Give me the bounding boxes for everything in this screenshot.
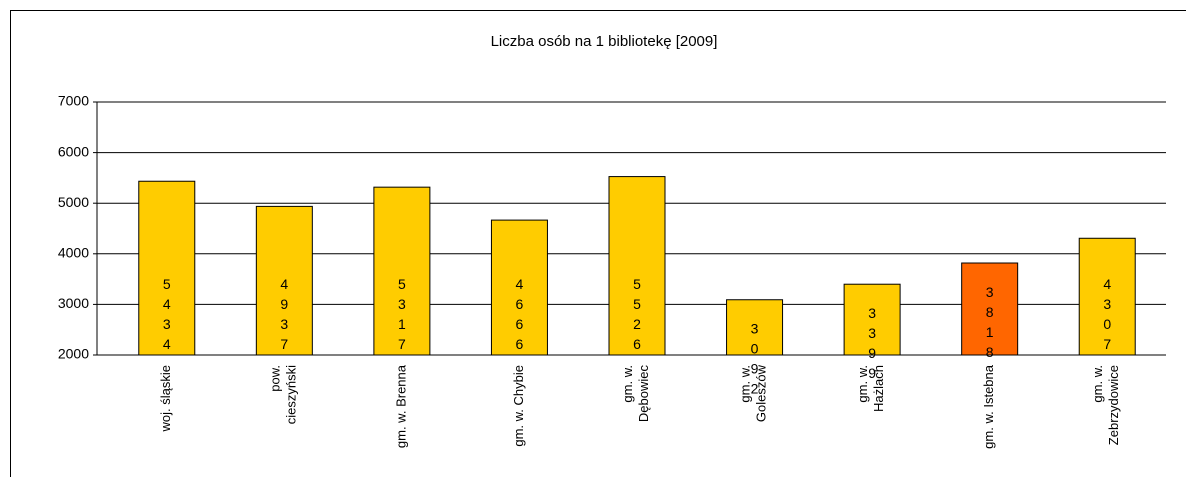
y-tick-label: 4000 — [58, 245, 89, 261]
bar — [1078, 237, 1136, 356]
bar — [373, 186, 431, 356]
x-tick-label: gm. w.Zebrzydowice — [1091, 365, 1122, 445]
x-tick-label: gm. w. Chybie — [511, 365, 526, 447]
x-tick-label: gm. w.Goleszów — [738, 364, 769, 422]
chart-frame — [10, 10, 1186, 477]
x-tick-label: gm. w. Brenna — [393, 364, 408, 448]
x-tick-label: pow.cieszyński — [268, 365, 299, 424]
x-tick-label: woj. śląskie — [158, 365, 173, 432]
y-tick-label: 6000 — [58, 143, 89, 159]
chart-title: Liczba osób na 1 bibliotekę [2009] — [491, 33, 718, 50]
x-tick-label: gm. w. Istebna — [981, 364, 996, 449]
y-tick-label: 7000 — [58, 93, 89, 109]
bar — [961, 262, 1019, 356]
bar — [255, 205, 313, 356]
y-tick-label: 5000 — [58, 194, 89, 210]
x-tick-label: gm. w.Dębowiec — [620, 365, 651, 423]
bar — [608, 176, 666, 356]
y-tick-label: 3000 — [58, 295, 89, 311]
y-tick-label: 2000 — [58, 346, 89, 362]
x-tick-label: gm. w.Hażlach — [856, 365, 887, 412]
bar — [490, 219, 548, 356]
bar — [138, 180, 196, 356]
bar — [726, 299, 784, 356]
